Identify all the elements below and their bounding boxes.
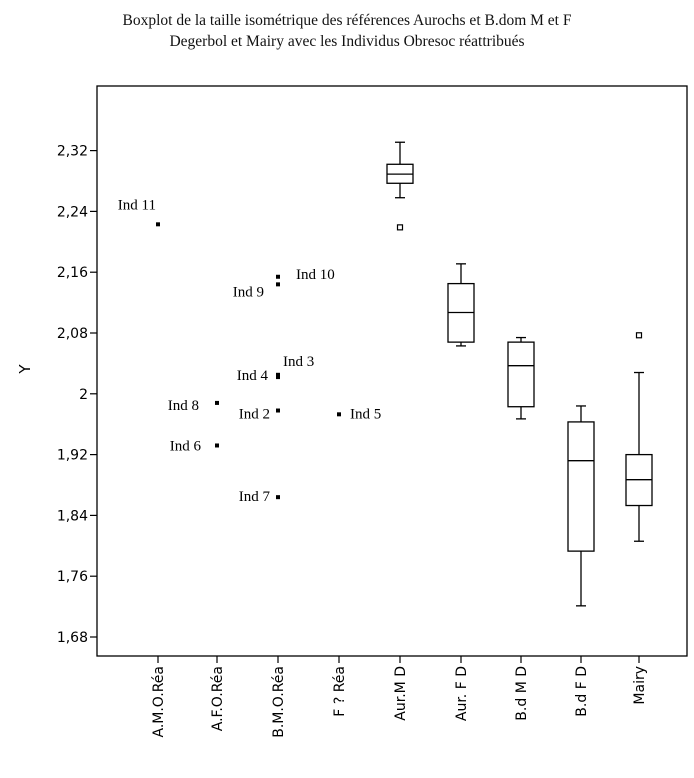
y-tick-label: 1,76: [57, 569, 88, 585]
data-point-ind-10: Ind 10: [276, 267, 335, 283]
x-axis-categories: A.M.O.Réa A.F.O.Réa B.M.O.Réa F ? Réa Aur.M …: [151, 656, 648, 738]
data-point-ind-3: Ind 3: [276, 354, 314, 377]
point-marker: [276, 274, 280, 279]
y-tick-label: 2,16: [57, 265, 88, 281]
boxes-layer: [386, 141, 653, 607]
point-label: Ind 3: [283, 354, 314, 370]
x-category-label: A.M.O.Réa: [151, 666, 167, 738]
point-marker: [276, 495, 280, 500]
point-label: Ind 10: [296, 267, 335, 283]
point-label: Ind 8: [168, 398, 199, 414]
boxplot-aur-f-d: [447, 263, 475, 347]
data-point-ind-11: Ind 11: [118, 197, 160, 227]
y-axis-ticks: 1,68 1,76 1,84 1,92 2 2,08 2,16 2,24 2,32: [57, 144, 97, 646]
x-category-label: Aur.M D: [393, 666, 409, 721]
box-iqr: [567, 421, 595, 552]
data-point-ind-4: Ind 4: [237, 368, 280, 384]
y-tick-label: 2: [79, 387, 88, 403]
point-marker: [276, 372, 280, 377]
point-label: Ind 6: [170, 438, 202, 454]
x-category-label: B.d M D: [514, 666, 530, 721]
data-point-ind-8: Ind 8: [168, 398, 219, 414]
point-label: Ind 4: [237, 368, 269, 384]
data-point-ind-9: Ind 9: [233, 282, 280, 300]
point-marker: [215, 400, 219, 405]
plot-frame: [96, 85, 688, 657]
chart-title-line-1: Boxplot de la taille isométrique des réf…: [122, 12, 572, 29]
point-label: Ind 9: [233, 284, 264, 300]
boxplot-b-d-f-d: [567, 405, 595, 607]
x-category-label: A.F.O.Réa: [210, 666, 226, 731]
x-category-label: F ? Réa: [332, 666, 348, 717]
point-marker: [276, 282, 280, 287]
y-axis-label: Y: [16, 364, 34, 375]
chart-title-line-2: Degerbol et Mairy avec les Individus Obr…: [169, 33, 525, 50]
y-tick-label: 1,68: [57, 630, 88, 646]
boxplot-aur-m-d: [386, 141, 414, 231]
data-point-ind-2: Ind 2: [239, 407, 280, 423]
box-iqr: [507, 341, 535, 408]
data-point-ind-7: Ind 7: [239, 489, 280, 505]
outlier-point: [635, 332, 643, 339]
x-category-label: B.d F D: [574, 666, 590, 717]
x-category-label: B.M.O.Réa: [271, 666, 287, 738]
point-label: Ind 2: [239, 407, 270, 423]
point-marker: [276, 375, 280, 380]
point-label: Ind 7: [239, 489, 271, 505]
boxplot-b-d-m-d: [507, 336, 535, 420]
y-tick-label: 1,92: [57, 448, 88, 464]
y-tick-label: 1,84: [57, 508, 88, 524]
x-category-label: Aur. F D: [454, 666, 470, 721]
point-marker: [276, 408, 280, 413]
data-point-ind-5: Ind 5: [337, 406, 381, 422]
points-layer: Ind 11 Ind 8 Ind 6 Ind 10 Ind 9 Ind 4 Ind 3 Ind…: [118, 197, 381, 505]
point-label: Ind 11: [118, 197, 156, 213]
y-tick-label: 2,32: [57, 144, 88, 160]
data-point-ind-6: Ind 6: [170, 438, 219, 454]
point-marker: [156, 222, 160, 227]
y-tick-label: 2,24: [57, 204, 88, 220]
chart-title: Boxplot de la taille isométrique des réf…: [0, 10, 694, 52]
y-tick-label: 2,08: [57, 326, 88, 342]
boxplot-mairy: [625, 332, 653, 542]
point-label: Ind 5: [350, 406, 381, 422]
x-category-label: Mairy: [632, 666, 648, 705]
point-marker: [337, 412, 341, 417]
outlier-point: [396, 224, 404, 231]
point-marker: [215, 443, 219, 448]
